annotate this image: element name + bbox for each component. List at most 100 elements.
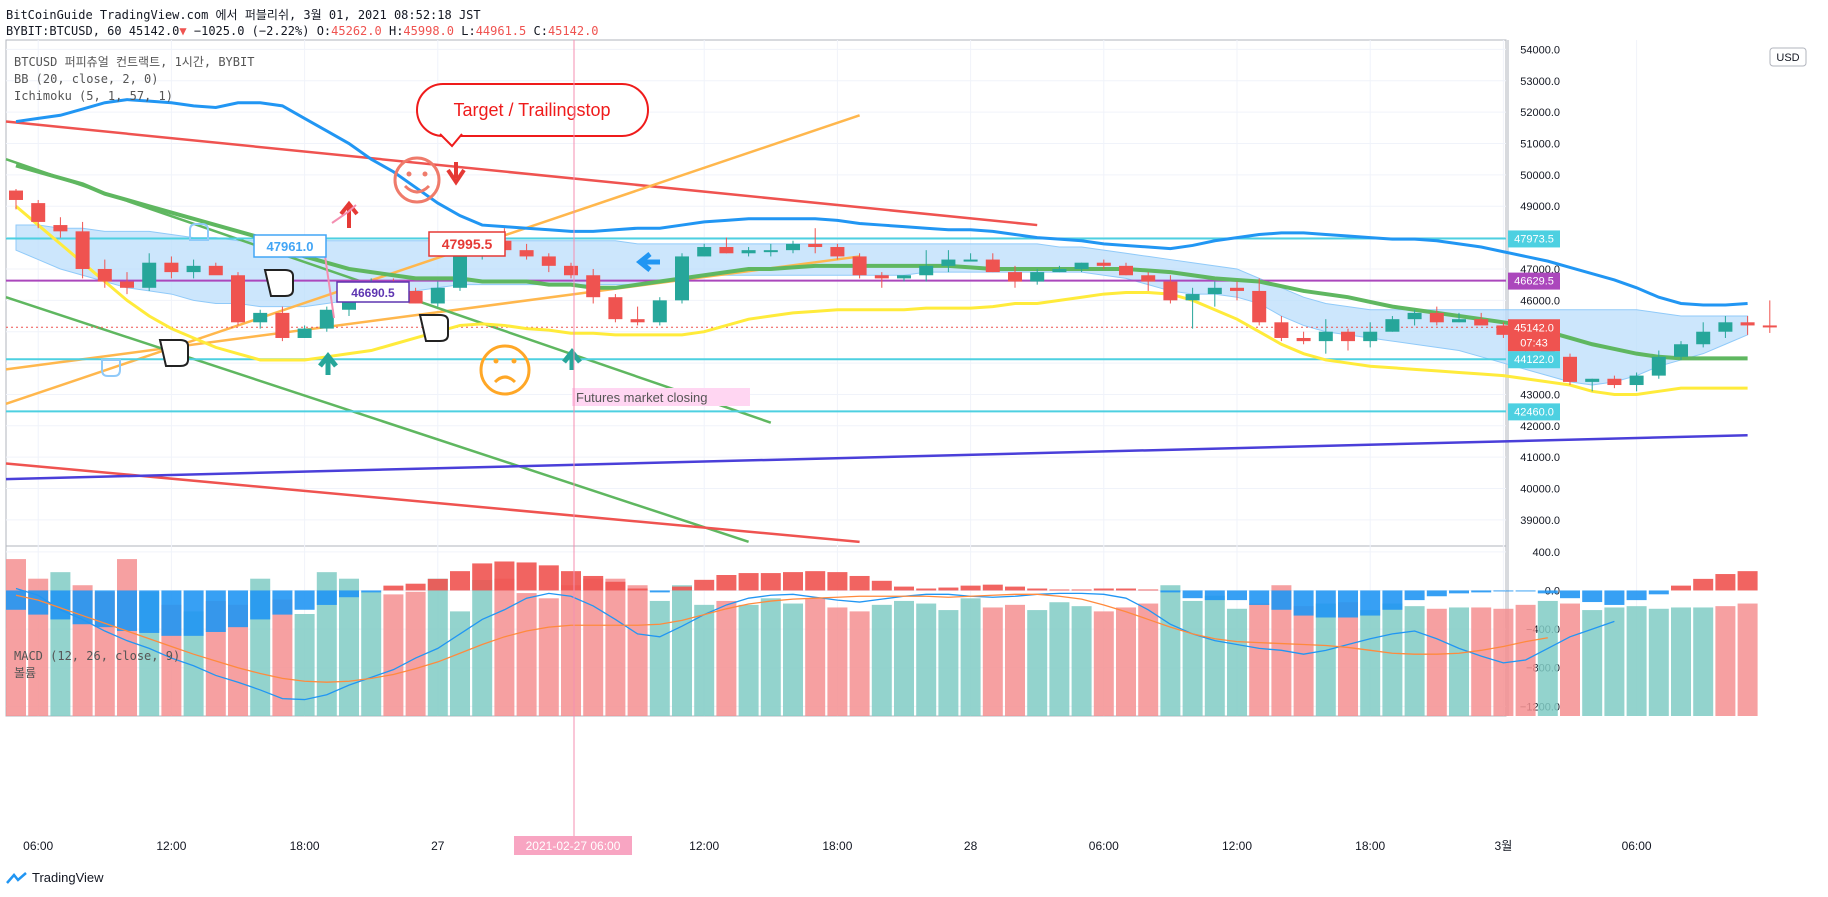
volume-bar — [1027, 610, 1048, 716]
macd-histogram-bar — [228, 590, 248, 628]
candle — [1651, 350, 1666, 379]
candle — [31, 199, 46, 229]
macd-histogram-bar — [6, 590, 26, 610]
macd-histogram-bar — [1582, 590, 1603, 603]
trend-line-0 — [5, 120, 1038, 227]
macd-histogram-bar — [1338, 590, 1358, 618]
label-47961-text: 47961.0 — [267, 239, 314, 254]
price-tick-label: 54000.0 — [1520, 44, 1560, 56]
volume-bar — [516, 593, 537, 716]
callout-pointer — [439, 133, 463, 148]
volume-bar — [538, 598, 559, 716]
macd-histogram-bar — [1471, 590, 1492, 593]
macd-histogram-bar — [894, 586, 914, 591]
candle — [9, 188, 23, 210]
candle — [586, 268, 601, 304]
label-46690[interactable]: 46690.5 — [336, 281, 410, 303]
candle-body — [1762, 325, 1777, 328]
time-tick-label: 28 — [964, 839, 978, 853]
volume-bar — [272, 599, 293, 716]
candle — [941, 250, 956, 273]
arrow-up-red-icon — [339, 200, 359, 228]
candle-body — [1496, 325, 1511, 335]
macd-histogram-bar — [1426, 590, 1447, 597]
currency-badge[interactable] — [1769, 47, 1807, 67]
hand-pointer-faded-icon — [101, 223, 209, 377]
label-47995[interactable]: 47995.5 — [428, 231, 506, 257]
volume-bar — [583, 578, 604, 716]
bb-lower-line — [15, 205, 1748, 396]
time-axis: 06:00 12:00 18:00 27 12:00 18:00 28 06:00 12:00 1… — [23, 839, 1652, 853]
macd-histogram-bar — [1671, 585, 1691, 591]
candle — [830, 243, 845, 260]
macd-histogram-bar — [960, 585, 981, 591]
candle — [1629, 372, 1644, 392]
time-tick-label: 12:00 — [689, 839, 719, 853]
macd-histogram-bar — [339, 590, 359, 598]
candle-body — [1674, 344, 1688, 357]
tradingview-brand[interactable]: TradingView — [6, 870, 104, 885]
label-47995-text: 47995.5 — [442, 236, 493, 252]
macd-histogram-bar — [938, 587, 959, 591]
candle-body — [1074, 262, 1089, 269]
candle — [1496, 322, 1511, 338]
candle — [1696, 322, 1711, 348]
close-value: 45142.0 — [547, 24, 599, 38]
candle — [75, 221, 90, 279]
candle — [1674, 341, 1688, 360]
candle-body — [1008, 272, 1022, 282]
target-callout[interactable]: Target / Trailingstop — [416, 83, 649, 148]
price-tick-label: 43000.0 — [1520, 389, 1560, 401]
macd-histogram-bar — [1404, 590, 1425, 601]
macd-histogram-bar — [1204, 590, 1225, 601]
volume-bar — [649, 600, 670, 716]
volume-bar — [361, 591, 382, 716]
price-tag-label: 47973.5 — [1514, 233, 1554, 245]
macd-histogram-bar — [561, 571, 581, 591]
price-tick-label: 53000.0 — [1520, 76, 1560, 88]
candle-body — [1696, 331, 1711, 345]
macd-histogram-bar — [649, 590, 670, 593]
volume-bar — [1715, 606, 1736, 716]
volume-bar — [783, 603, 803, 716]
volume-bar — [183, 611, 204, 716]
volume-bar — [1249, 603, 1270, 716]
candle-body — [342, 300, 356, 310]
volume-bar — [450, 611, 470, 716]
macd-histogram-bar — [1493, 590, 1514, 592]
time-tick-label: 18:00 — [822, 839, 852, 853]
volume-bar — [1160, 585, 1181, 716]
target-text: Target / Trailingstop — [453, 100, 610, 120]
label-46690-text: 46690.5 — [351, 286, 395, 300]
macd-histogram-bar — [1027, 588, 1048, 591]
candle-body — [919, 265, 934, 276]
volume-bar — [228, 604, 248, 716]
price-tag-label: 44122.0 — [1514, 354, 1554, 366]
candle — [1452, 312, 1466, 323]
candle — [1407, 309, 1422, 326]
volume-bar — [1626, 606, 1647, 716]
candle — [541, 253, 556, 273]
price-tag-label: 46629.5 — [1514, 276, 1554, 288]
candle-body — [1629, 375, 1644, 386]
candle — [1096, 259, 1111, 269]
futures-closing-label[interactable]: Futures market closing — [572, 388, 750, 406]
label-47961[interactable]: 47961.0 — [253, 234, 327, 258]
candle — [1385, 316, 1400, 332]
macd-histogram-bar — [538, 565, 559, 591]
candle-body — [586, 275, 601, 298]
volume-bar — [827, 607, 848, 716]
macd-histogram-bar — [627, 588, 648, 591]
macd-histogram-bar — [1093, 588, 1114, 591]
candle — [874, 272, 889, 288]
candle-body — [1563, 356, 1577, 382]
candle — [1429, 306, 1444, 326]
macd-histogram-bar — [1604, 590, 1625, 605]
volume-bar — [1449, 607, 1469, 716]
macd-histogram-bar — [783, 572, 803, 591]
macd-histogram-bar — [205, 590, 226, 632]
volume-bar — [1116, 607, 1136, 716]
candle-body — [874, 275, 889, 279]
candle — [1563, 353, 1577, 386]
